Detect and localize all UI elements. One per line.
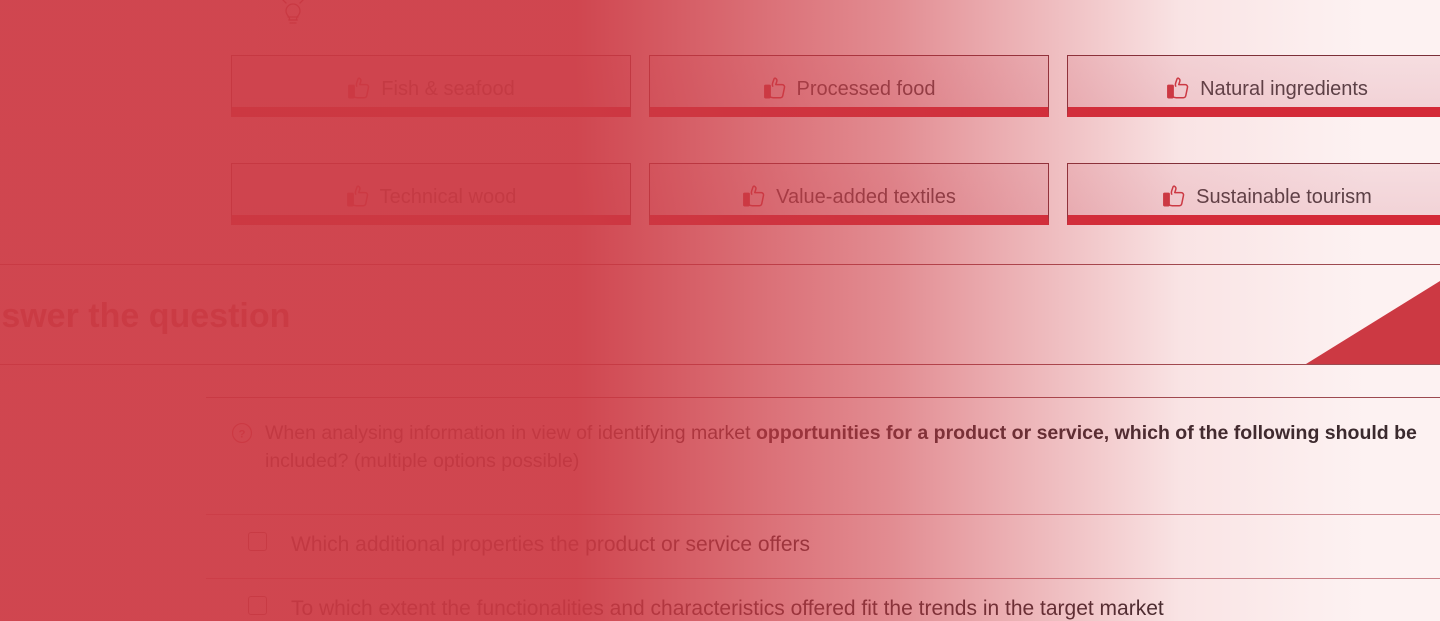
- svg-text:?: ?: [239, 428, 246, 440]
